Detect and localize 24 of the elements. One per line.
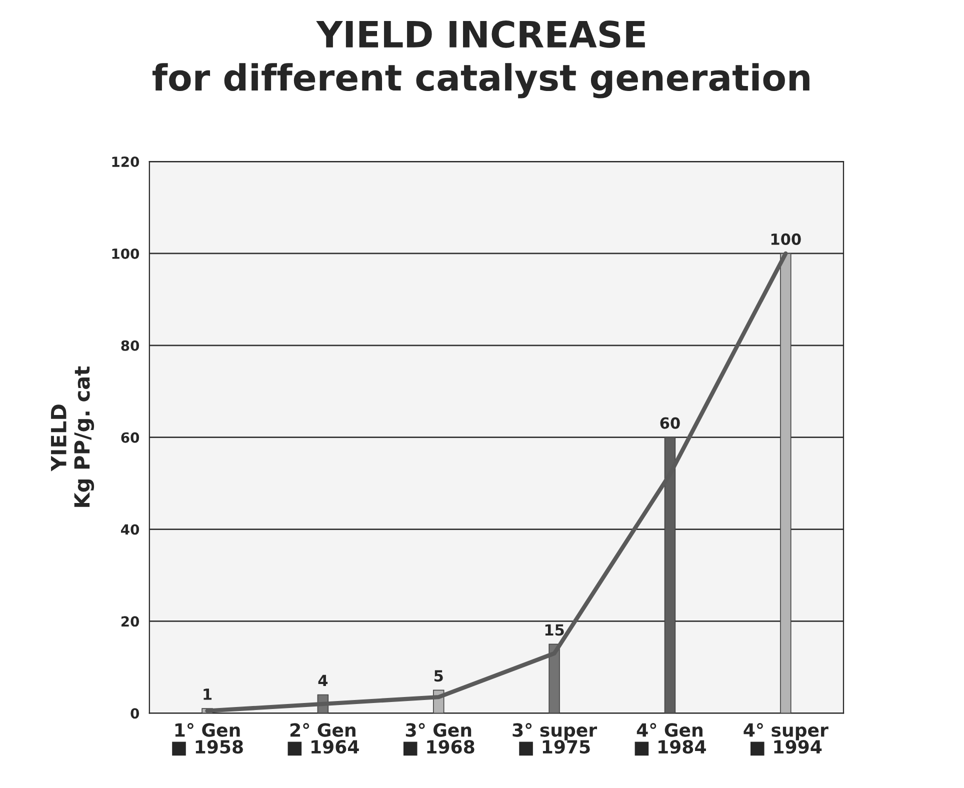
data-label: 1 xyxy=(204,688,212,700)
data-label: 60 xyxy=(660,417,680,429)
y-tick-label: 120 xyxy=(112,156,140,168)
data-label: 15 xyxy=(545,624,564,636)
bar xyxy=(548,644,560,714)
chart-title: YIELD INCREASE for different catalyst generation xyxy=(152,20,810,98)
x-tick-label: 3° Gen ■ 1968 xyxy=(403,723,474,756)
data-label: 5 xyxy=(434,670,443,682)
x-tick-label: 4° Gen ■ 1984 xyxy=(634,723,706,756)
x-tick-label: 1° Gen ■ 1958 xyxy=(172,723,243,756)
x-tick-label: 2° Gen ■ 1964 xyxy=(288,723,359,756)
data-label: 100 xyxy=(771,233,801,245)
y-axis-title: YIELD Kg PP/g. cat xyxy=(51,366,94,507)
bar xyxy=(780,253,792,714)
data-label: 4 xyxy=(318,674,328,686)
y-tick-label: 20 xyxy=(121,616,140,627)
y-tick-label: 40 xyxy=(120,524,140,535)
y-tick-label: 80 xyxy=(121,340,140,351)
y-tick-label: 60 xyxy=(121,432,140,443)
x-tick-label: 3° super ■ 1975 xyxy=(512,723,598,756)
y-tick-label: 0 xyxy=(130,708,140,719)
y-tick-label: 100 xyxy=(112,248,140,259)
x-tick-label: 4° super ■ 1994 xyxy=(744,723,828,756)
line-series xyxy=(205,251,788,713)
